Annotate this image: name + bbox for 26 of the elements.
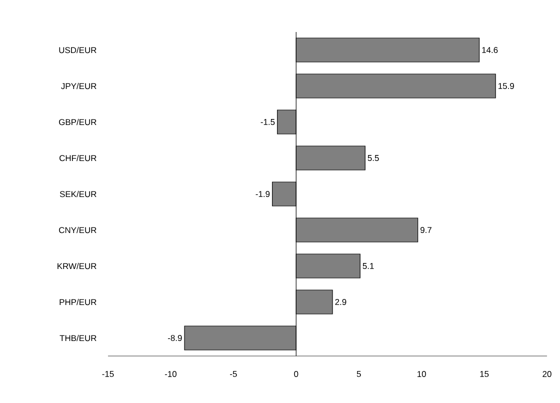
- x-tick-label: 10: [418, 371, 426, 378]
- y-tick-label: SEK/EUR: [60, 190, 96, 198]
- data-label: 5.1: [362, 263, 374, 269]
- y-tick-label: THB/EUR: [60, 334, 96, 342]
- x-tick-label: 0: [294, 371, 298, 378]
- y-tick-label: CHF/EUR: [60, 154, 96, 162]
- data-label: 5.5: [368, 155, 379, 161]
- x-tick-label: -10: [164, 371, 176, 378]
- x-tick-label: -5: [230, 371, 237, 377]
- data-label: -1.5: [260, 119, 275, 125]
- data-label: 14.6: [482, 47, 498, 53]
- y-tick-label: CNY/EUR: [59, 226, 96, 234]
- data-label: -1.9: [256, 191, 270, 197]
- y-tick-label: JPY/EUR: [61, 82, 96, 90]
- data-label: 2.9: [335, 299, 346, 305]
- x-tick-label: -15: [102, 371, 114, 377]
- y-tick-label: USD/EUR: [59, 46, 96, 54]
- data-label: 15.9: [498, 83, 514, 89]
- x-tick-label: 15: [480, 371, 489, 377]
- y-tick-label: KRW/EUR: [58, 262, 96, 270]
- y-tick-label: PHP/EUR: [60, 298, 96, 306]
- y-tick-label: GBP/EUR: [59, 118, 96, 126]
- data-label: -8.9: [168, 335, 182, 341]
- data-label: 9.7: [420, 227, 432, 233]
- x-tick-label: 20: [542, 371, 552, 378]
- x-tick-label: 5: [356, 371, 361, 377]
